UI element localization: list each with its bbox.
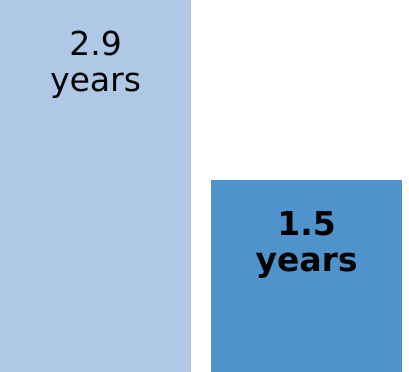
bar-2-value-number: 1.5 <box>277 204 336 243</box>
bar-1: 2.9 years <box>0 0 191 372</box>
bar-1-value-unit: years <box>50 60 141 99</box>
bar-1-value-label: 2.9 years <box>0 26 191 98</box>
bar-1-value-number: 2.9 <box>69 24 122 63</box>
bar-2-value-label: 1.5 years <box>211 206 402 278</box>
bar-2: 1.5 years <box>211 180 402 372</box>
bar-2-value-unit: years <box>255 240 358 279</box>
